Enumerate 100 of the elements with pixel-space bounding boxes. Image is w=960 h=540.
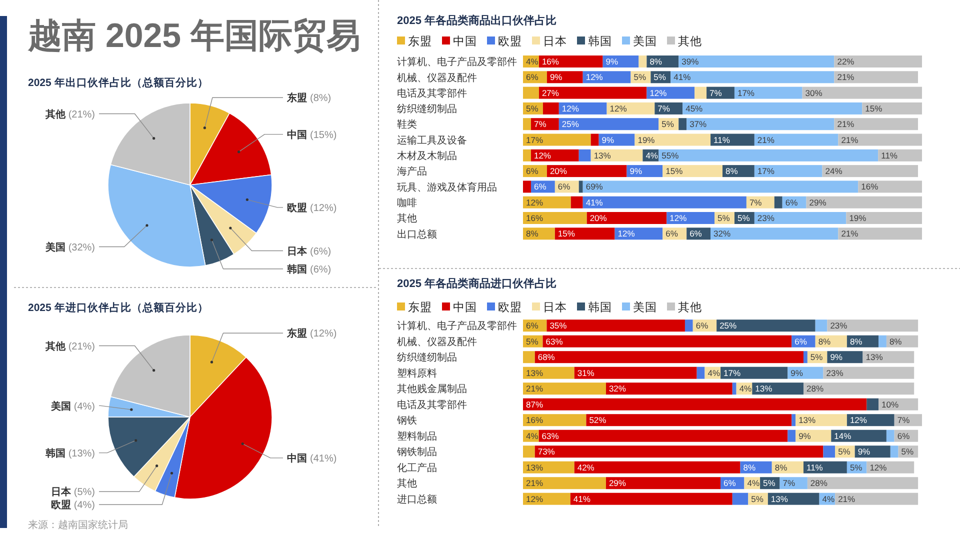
- data-label: 9%: [630, 166, 642, 176]
- bar: [802, 86, 922, 99]
- y-tick-label: 钢铁制品: [396, 446, 437, 458]
- bar: [734, 86, 802, 99]
- data-label: 6%: [526, 320, 539, 331]
- data-label: 16%: [526, 415, 544, 426]
- data-label: 8%: [650, 56, 662, 66]
- data-label: 5%: [654, 72, 666, 82]
- data-label: 9%: [602, 134, 615, 145]
- bar: [523, 118, 531, 130]
- data-label: 87%: [526, 399, 544, 410]
- data-label: 12%: [586, 72, 604, 82]
- data-label: (4%): [74, 401, 95, 412]
- data-label: 21%: [837, 72, 855, 82]
- bar: [582, 180, 858, 193]
- data-label: 24%: [825, 166, 843, 176]
- data-label: 39%: [682, 56, 700, 66]
- data-label: 68%: [538, 352, 556, 362]
- bar: [788, 430, 796, 442]
- bar: [523, 477, 606, 490]
- data-label: 27%: [542, 88, 560, 98]
- data-label: (13%): [68, 448, 95, 460]
- bar: [634, 134, 711, 146]
- data-label: 16%: [526, 213, 544, 223]
- data-label: 15%: [865, 103, 883, 114]
- data-label: 12%: [670, 213, 688, 223]
- data-label: 73%: [538, 446, 556, 457]
- y-tick-label: 出口总额: [397, 228, 437, 240]
- data-label: 20%: [550, 166, 568, 176]
- bar: [720, 366, 788, 379]
- bar: [586, 414, 792, 426]
- data-label: 4%: [822, 494, 836, 504]
- data-label: 5%: [901, 446, 914, 457]
- data-label: 16%: [861, 182, 879, 192]
- data-label: 6%: [696, 320, 709, 331]
- bar: [523, 180, 531, 193]
- bar: [523, 134, 591, 146]
- y-tick-label: 玩具、游戏及体育用品: [397, 181, 497, 194]
- data-label: 16%: [542, 56, 560, 66]
- y-tick-label: 其他贱金属制品: [397, 383, 467, 396]
- data-label: 21%: [757, 134, 775, 145]
- data-label: 8%: [818, 336, 832, 346]
- bar: [558, 118, 659, 130]
- bar: [546, 320, 685, 332]
- data-label: 6%: [666, 228, 678, 239]
- bar: [858, 180, 922, 193]
- bar: [523, 196, 571, 208]
- data-label: 8%: [526, 228, 539, 239]
- bar: [754, 134, 838, 146]
- data-label: 13%: [798, 415, 816, 426]
- data-label: 6%: [558, 182, 571, 192]
- bar: [678, 56, 834, 68]
- data-label: 11%: [806, 462, 824, 472]
- data-label: 12%: [650, 88, 668, 98]
- bar: [866, 461, 914, 474]
- bar: [696, 366, 705, 379]
- bar: [694, 86, 707, 99]
- data-label: 41%: [674, 72, 692, 82]
- data-label: 17%: [526, 134, 544, 145]
- data-label: 29%: [608, 478, 626, 488]
- data-label: 8%: [726, 166, 738, 176]
- data-label: 7%: [534, 119, 547, 130]
- y-tick-label: 化工产品: [397, 462, 437, 474]
- bar: [862, 102, 922, 114]
- data-label: 10%: [882, 399, 899, 410]
- data-label: 55%: [662, 150, 680, 160]
- data-label: 7%: [782, 478, 796, 488]
- bar: [523, 492, 570, 505]
- data-label: 28%: [810, 478, 828, 488]
- data-label: 13%: [594, 150, 612, 160]
- bar: [774, 196, 782, 208]
- y-tick-label: 机械、仪器及配件: [397, 72, 477, 84]
- data-label: 12%: [526, 494, 544, 504]
- data-label: 4%: [646, 150, 658, 160]
- y-tick-label: 纺织缝纫制品: [397, 103, 457, 116]
- data-label: 17%: [737, 88, 755, 98]
- data-label: 69%: [586, 182, 604, 192]
- y-tick-label: 其他: [397, 212, 417, 225]
- bar: [806, 196, 922, 208]
- bar: [768, 492, 820, 505]
- data-label: 5%: [838, 446, 851, 457]
- legend-label: 东盟: [408, 300, 432, 314]
- bar: [538, 86, 647, 99]
- bar: [678, 118, 687, 130]
- data-label: (21%): [68, 341, 95, 352]
- bar: [523, 351, 535, 364]
- data-label: 9%: [550, 72, 563, 82]
- data-label: 15%: [558, 228, 576, 239]
- data-label: 13%: [755, 384, 773, 394]
- data-label: 11%: [881, 150, 898, 160]
- data-label: (6%): [310, 264, 332, 276]
- data-label: 5%: [718, 213, 730, 223]
- bar: [752, 382, 804, 395]
- chart-title: 2025 年进口伙伴占比（总额百分比）: [28, 301, 208, 314]
- data-label: 12%: [534, 150, 552, 160]
- data-label: 4%: [747, 478, 760, 488]
- y-tick-label: 运输工具及设备: [397, 134, 467, 146]
- data-label: 7%: [710, 88, 722, 98]
- bar: [823, 366, 914, 379]
- data-label: 6%: [534, 182, 547, 192]
